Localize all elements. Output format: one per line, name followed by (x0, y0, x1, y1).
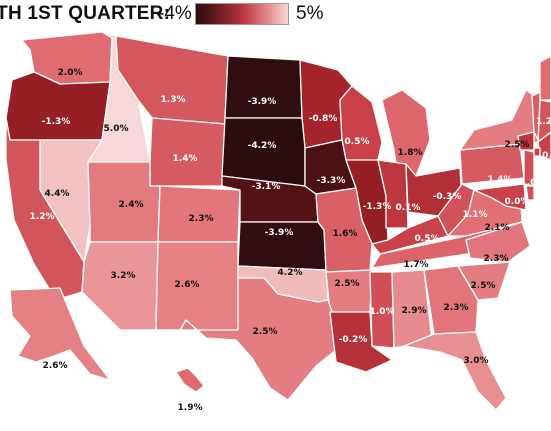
state-fl (403, 331, 507, 411)
state-label-fl: 3.0% (464, 356, 489, 366)
state-label-sd: -4.2% (248, 141, 277, 151)
state-label-mt: 1.3% (161, 95, 186, 105)
state-ar (325, 269, 373, 313)
state-label-az: 3.2% (111, 271, 136, 281)
state-label-ar: 2.5% (335, 279, 360, 289)
state-label-la: -0.2% (339, 335, 368, 345)
legend-title: WTH 1ST QUARTER: (0, 3, 171, 24)
state-label-oh: -0.3% (433, 192, 462, 202)
state-mi (381, 89, 431, 177)
state-wi (339, 85, 383, 161)
state-label-wv: 1.1% (463, 210, 488, 220)
state-ri (533, 147, 541, 157)
state-label-va: 2.1% (485, 223, 510, 233)
state-label-ky: 0.5% (415, 234, 440, 244)
legend-min-label: -4% (158, 3, 192, 24)
state-label-sc: 2.5% (471, 281, 496, 291)
state-label-ca: 1.2% (30, 212, 55, 222)
us-map: 2.0% -1.3% 5.0% 1.3% -3.9% -0.8% 1.4% -4.2% 0.5%… (5, 31, 551, 413)
state-label-nd: -3.9% (248, 97, 277, 107)
state-md (473, 183, 527, 211)
state-wy (149, 117, 226, 187)
state-nc (465, 221, 531, 263)
state-label-ne: -3.1% (252, 182, 281, 192)
state-label-tx: 2.5% (253, 327, 278, 337)
state-label-nv: 4.4% (45, 189, 70, 199)
state-label-ma: 0. (542, 151, 551, 161)
state-label-nm: 2.6% (175, 280, 200, 290)
state-label-ia: -3.3% (317, 176, 346, 186)
state-label-nj: 1.0% (521, 178, 546, 188)
state-label-vt: 1.2 (536, 117, 551, 127)
state-nd (224, 55, 303, 119)
state-label-ks: -3.9% (265, 228, 294, 238)
state-label-tn: 1.7% (404, 260, 429, 270)
state-ga (423, 265, 479, 335)
state-label-mo: 1.6% (333, 229, 358, 239)
state-de (525, 185, 535, 201)
state-label-al: 2.9% (402, 306, 427, 316)
state-la (329, 311, 393, 373)
state-label-hi: 1.9% (178, 403, 203, 413)
state-label-co: 2.3% (189, 214, 214, 224)
state-label-ct: 0.0% (505, 197, 530, 207)
state-in (377, 159, 409, 229)
state-label-wy: 1.4% (173, 154, 198, 164)
state-label-wi: 0.5% (345, 137, 370, 147)
state-label-or: -1.3% (42, 117, 71, 127)
state-me (539, 55, 551, 101)
state-label-id: 5.0% (104, 124, 129, 134)
legend: WTH 1ST QUARTER: -4% 5% (0, 0, 551, 30)
state-sd (221, 117, 306, 187)
state-label-mn: -0.8% (309, 114, 338, 124)
state-label-ok: 4.2% (278, 268, 303, 278)
state-tx (155, 277, 337, 401)
state-label-pa: 1.4% (488, 175, 513, 185)
state-label-il: -1.3% (363, 202, 392, 212)
state-label-wa: 2.0% (58, 68, 83, 78)
state-label-ut: 2.4% (119, 200, 144, 210)
state-sc (457, 261, 511, 301)
state-az (81, 241, 159, 331)
legend-color-bar (195, 3, 289, 25)
state-label-ny: 2.5% (505, 140, 530, 150)
state-label-ak: 2.6% (43, 361, 68, 371)
state-label-in: 0.1% (396, 203, 421, 213)
state-ak (9, 287, 111, 381)
state-label-ms: 1.0% (370, 307, 395, 317)
state-nh (531, 91, 541, 141)
state-hi (175, 367, 205, 393)
legend-max-label: 5% (296, 3, 324, 24)
state-label-mi: 1.8% (398, 148, 423, 158)
state-label-ga: 2.3% (444, 303, 469, 313)
state-label-nc: 2.3% (484, 254, 509, 264)
